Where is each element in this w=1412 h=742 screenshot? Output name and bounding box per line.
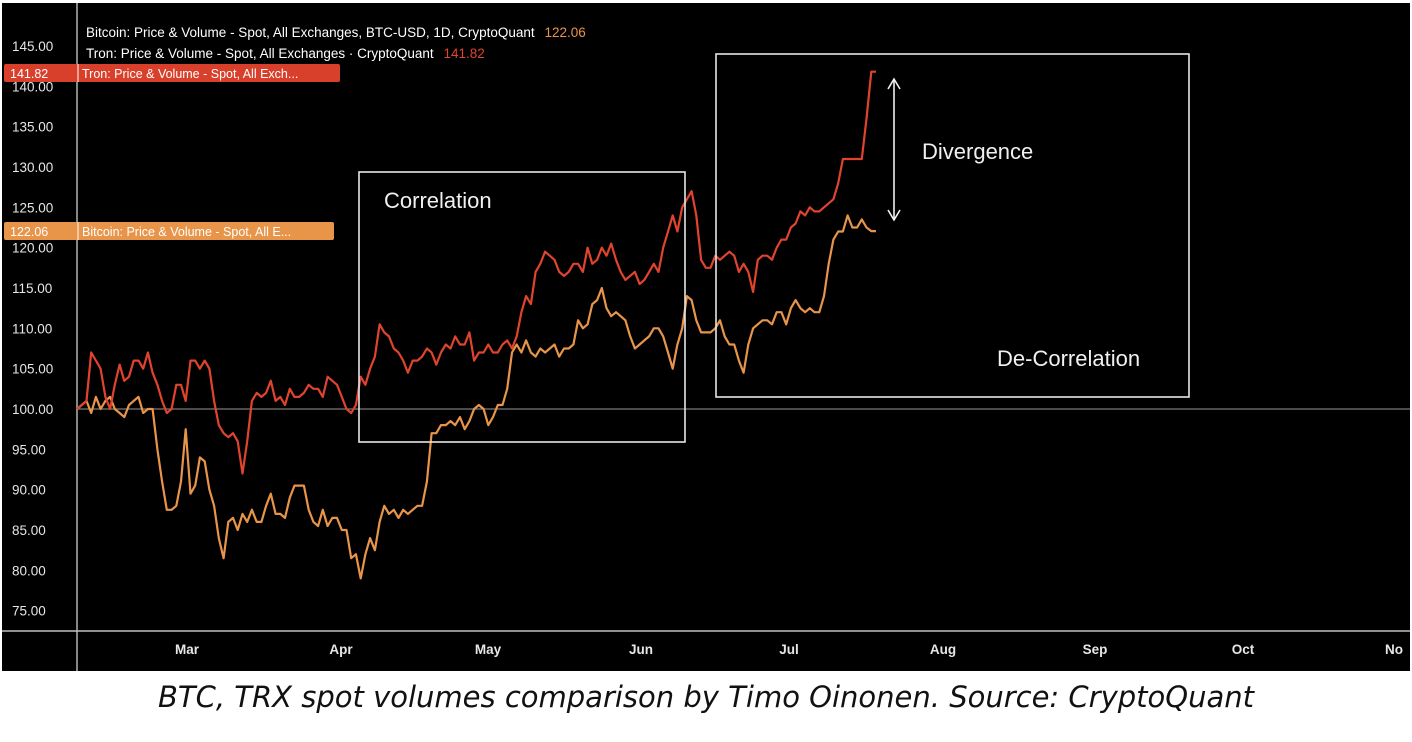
correlation-label: Correlation	[384, 188, 492, 213]
x-tick-label: No	[1385, 642, 1403, 657]
x-tick-label: Mar	[175, 642, 200, 657]
decorrelation-box	[715, 53, 1190, 398]
tron-price-tag: 141.82 Tron: Price & Volume - Spot, All …	[4, 64, 340, 82]
tron-tag-value: 141.82	[10, 67, 48, 81]
divergence-label: Divergence	[922, 139, 1033, 164]
legend-bitcoin-value: 122.06	[544, 25, 585, 40]
y-tick-label: 140.00	[12, 79, 53, 94]
y-tick-label: 85.00	[12, 523, 46, 538]
legend-tron-text: Tron: Price & Volume - Spot, All Exchang…	[86, 46, 434, 61]
decorrelation-label: De-Correlation	[997, 346, 1140, 371]
x-tick-label: Aug	[930, 642, 956, 657]
y-tick-label: 135.00	[12, 120, 53, 135]
y-tick-label: 110.00	[12, 321, 52, 336]
x-tick-label: Jun	[629, 642, 653, 657]
bitcoin-tag-label: Bitcoin: Price & Volume - Spot, All E...	[82, 225, 291, 239]
bitcoin-tag-value: 122.06	[10, 225, 48, 239]
legend-tron: Tron: Price & Volume - Spot, All Exchang…	[86, 46, 485, 61]
y-tick-label: 95.00	[12, 442, 46, 457]
series-layer	[76, 70, 876, 580]
y-tick-label: 75.00	[12, 604, 46, 619]
grid-layer: 75.00 80.00 85.00 90.00 95.00 100.00 105.00 110…	[2, 3, 1410, 671]
y-tick-label: 115.00	[12, 281, 52, 296]
x-tick-label: May	[475, 642, 502, 657]
legend-tron-value: 141.82	[443, 46, 484, 61]
y-tick-label: 90.00	[12, 483, 46, 498]
tron-tag-label: Tron: Price & Volume - Spot, All Exch...	[82, 67, 298, 81]
x-tick-label: Sep	[1083, 642, 1108, 657]
y-tick-label: 120.00	[12, 241, 53, 256]
chart-background	[2, 3, 1410, 671]
y-tick-label: 80.00	[12, 563, 46, 578]
figure-caption: BTC, TRX spot volumes comparison by Timo…	[157, 680, 1255, 714]
divergence-arrow	[887, 77, 901, 222]
legend-bitcoin-text: Bitcoin: Price & Volume - Spot, All Exch…	[86, 25, 535, 40]
y-tick-label: 130.00	[12, 160, 53, 175]
bitcoin-price-tag: 122.06 Bitcoin: Price & Volume - Spot, A…	[4, 222, 334, 240]
chart-frame: 75.00 80.00 85.00 90.00 95.00 100.00 105.00 110…	[2, 3, 1410, 671]
x-tick-label: Jul	[779, 642, 799, 657]
y-tick-label: 145.00	[12, 39, 53, 54]
y-tick-label: 125.00	[12, 200, 53, 215]
y-tick-label: 100.00	[12, 402, 53, 417]
bitcoin-series-line	[76, 214, 876, 580]
x-tick-label: Oct	[1232, 642, 1255, 657]
y-tick-label: 105.00	[12, 362, 53, 377]
tron-series-line	[76, 70, 876, 475]
x-tick-label: Apr	[329, 642, 353, 657]
legend-bitcoin: Bitcoin: Price & Volume - Spot, All Exch…	[86, 25, 586, 40]
price-chart: 75.00 80.00 85.00 90.00 95.00 100.00 105.00 110…	[2, 3, 1410, 671]
correlation-box	[358, 171, 686, 443]
